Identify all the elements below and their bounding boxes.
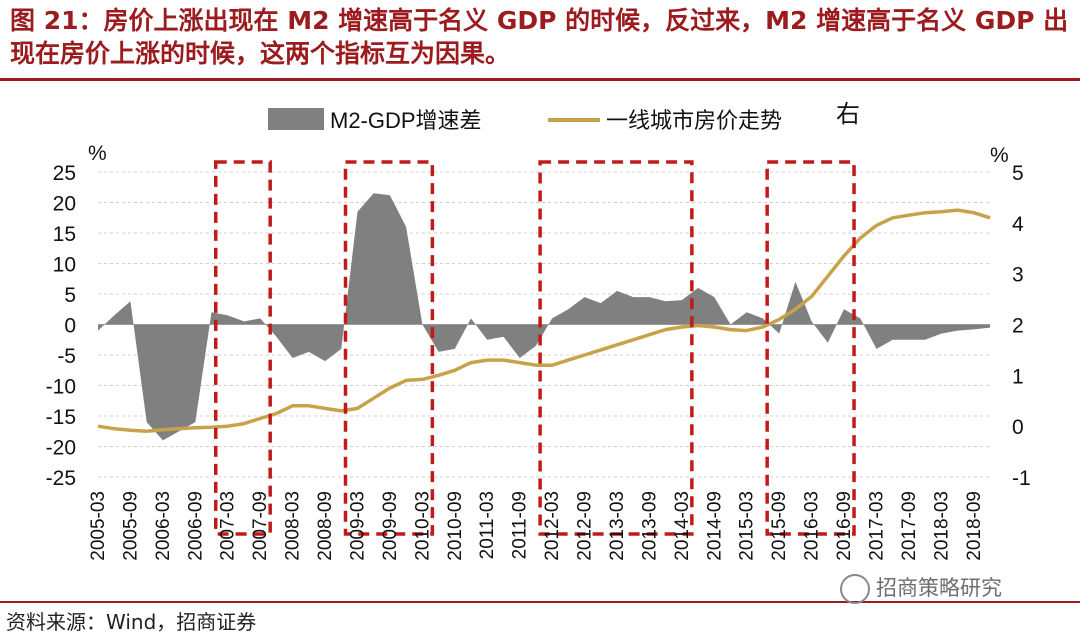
x-tick-label: 2016-03: [802, 491, 823, 561]
m2-gdp-area: [98, 193, 990, 441]
x-tick-label: 2015-09: [769, 491, 790, 561]
left-tick-label: 20: [53, 193, 76, 216]
left-tick-label: 15: [53, 223, 76, 246]
right-tick-label: 0: [1012, 416, 1024, 439]
x-tick-label: 2015-03: [737, 491, 758, 561]
x-tick-label: 2012-03: [542, 491, 563, 561]
area-series: [98, 193, 990, 441]
x-tick-label: 2009-03: [347, 491, 368, 561]
highlight-boxes: [213, 160, 856, 536]
right-tick-label: 3: [1012, 264, 1024, 287]
x-tick-label: 2005-09: [120, 491, 141, 561]
x-tick-label: 2009-09: [380, 491, 401, 561]
x-tick-label: 2007-09: [250, 491, 271, 561]
x-axis-ticks: 2005-03 2005-09 2006-03 2006-09 2007-03 2007-…: [88, 491, 985, 561]
watermark-text: 招商策略研究: [876, 576, 1002, 600]
x-tick-label: 2018-03: [931, 491, 952, 561]
x-tick-label: 2016-09: [834, 491, 855, 561]
left-tick-label: 25: [53, 162, 76, 185]
left-unit-label: %: [88, 142, 107, 165]
source-note: 资料来源：Wind，招商证券: [6, 610, 257, 634]
right-tick-label: 1: [1012, 365, 1024, 388]
box-2007: [213, 160, 272, 536]
x-tick-label: 2014-03: [672, 491, 693, 561]
left-tick-label: -25: [46, 467, 76, 490]
x-tick-label: 2017-09: [899, 491, 920, 561]
x-tick-label: 2006-03: [153, 491, 174, 561]
wechat-icon: [840, 574, 870, 604]
legend-swatch-area: [268, 108, 324, 130]
left-tick-label: -10: [46, 376, 76, 399]
legend: M2-GDP增速差 一线城市房价走势 右: [268, 101, 860, 133]
left-tick-label: -5: [57, 345, 76, 368]
box-2009: [343, 160, 435, 536]
right-tick-label: -1: [1012, 467, 1031, 490]
legend-right-note: 右: [836, 101, 860, 128]
left-tick-label: -20: [46, 437, 76, 460]
legend-label-area: M2-GDP增速差: [330, 108, 482, 133]
x-tick-label: 2012-09: [575, 491, 596, 561]
x-tick-label: 2011-09: [510, 491, 531, 559]
box-2012: [538, 160, 694, 536]
x-tick-label: 2008-03: [283, 491, 304, 561]
x-tick-label: 2010-03: [412, 491, 433, 561]
right-unit-label: %: [990, 144, 1009, 167]
x-tick-label: 2010-09: [445, 491, 466, 561]
legend-label-line: 一线城市房价走势: [606, 108, 782, 133]
x-tick-label: 2018-09: [964, 491, 985, 561]
x-tick-label: 2008-09: [315, 491, 336, 561]
house-price-line: [97, 208, 991, 434]
left-tick-label: 10: [53, 254, 76, 277]
x-tick-label: 2011-03: [477, 491, 498, 559]
footer-divider: [0, 601, 1080, 603]
box-2016: [765, 160, 856, 536]
x-tick-label: 2013-03: [607, 491, 628, 561]
x-tick-label: 2013-09: [639, 491, 660, 561]
watermark: 招商策略研究: [840, 572, 1002, 604]
left-tick-label: 0: [64, 315, 76, 338]
x-tick-label: 2005-03: [88, 491, 109, 561]
right-axis-ticks: 5 4 3 2 1 0 -1%: [990, 144, 1031, 490]
x-tick-label: 2014-09: [704, 491, 725, 561]
left-axis-ticks: 25 20 15 10 5 0 -5 -10 -15 -20 -25%: [46, 142, 107, 490]
right-tick-label: 5: [1012, 162, 1024, 185]
title-divider: [0, 78, 1080, 81]
left-tick-label: -15: [46, 406, 76, 429]
x-tick-label: 2017-03: [866, 491, 887, 561]
line-series: [97, 208, 991, 434]
right-tick-label: 2: [1012, 315, 1024, 338]
x-tick-label: 2007-03: [218, 491, 239, 561]
figure-title: 图 21：房价上涨出现在 M2 增速高于名义 GDP 的时候，反过来，M2 增速…: [10, 6, 1069, 68]
left-tick-label: 5: [64, 284, 76, 307]
x-tick-label: 2006-09: [185, 491, 206, 561]
right-tick-label: 4: [1012, 213, 1024, 236]
